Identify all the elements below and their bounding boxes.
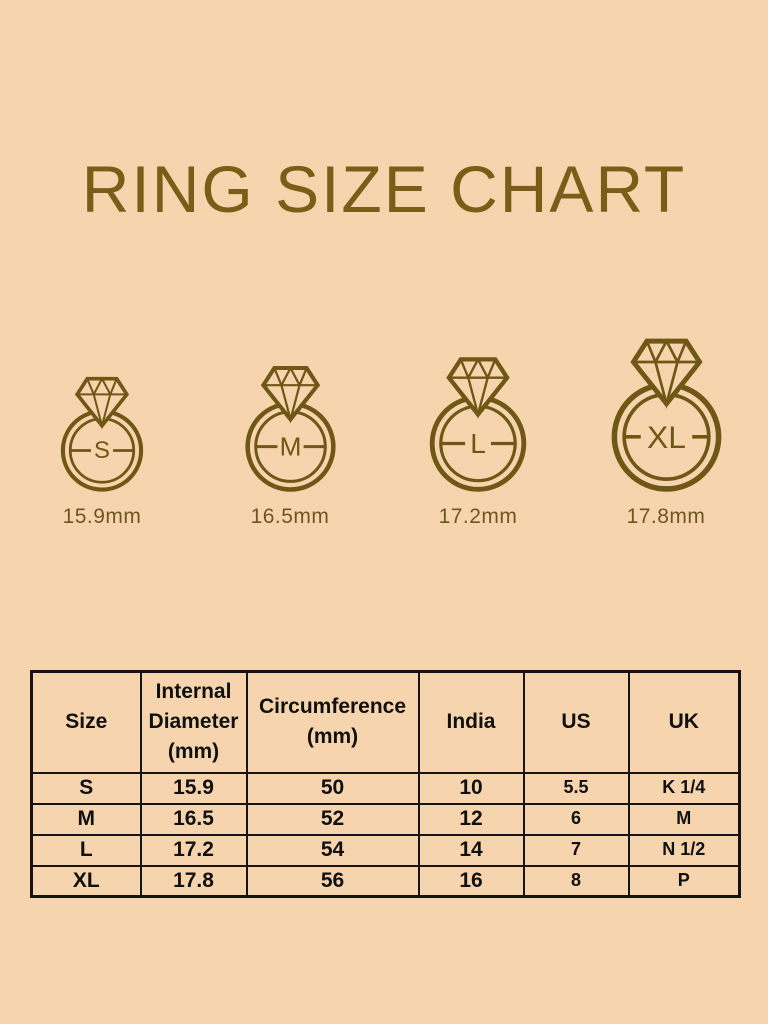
ring-icon-s: S [60, 376, 144, 492]
diamond-icon [74, 376, 130, 429]
cell-internal-diameter: 15.9 [139, 771, 248, 805]
ring-icon-m: M [244, 365, 336, 492]
cell-india: 12 [417, 802, 525, 836]
header-india: India [417, 670, 525, 774]
diamond-icon [260, 366, 320, 423]
ring-diameter-label: 17.8mm [626, 505, 706, 528]
header-circumference: Circumference (mm) [245, 670, 420, 774]
cell-circumference: 56 [245, 864, 420, 898]
cell-size: M [30, 802, 142, 836]
ring-icon-xl: XL [611, 338, 721, 492]
cell-internal-diameter: 16.5 [139, 802, 248, 836]
ring-icons-row: S 15.9mm M 16.5mm L [8, 0, 760, 529]
diamond-facets [448, 356, 508, 420]
cell-india: 10 [417, 771, 525, 805]
cell-size: L [30, 833, 142, 867]
cell-size: XL [30, 864, 142, 898]
table-row-xl: XL 17.8 56 16 8 P [30, 864, 741, 898]
ring-column-xl: XL 17.8mm [572, 335, 760, 529]
ring-size-letter: L [470, 428, 486, 459]
ring-diameter-label: 15.9mm [62, 505, 142, 528]
cell-us: 6 [522, 802, 630, 836]
table-row-m: M 16.5 52 12 6 M [30, 802, 741, 836]
header-size: Size [30, 670, 142, 774]
diamond-icon [629, 338, 703, 408]
ring-size-letter: M [279, 432, 301, 462]
cell-circumference: 54 [245, 833, 420, 867]
cell-circumference: 50 [245, 771, 420, 805]
diamond-facets [632, 338, 700, 409]
cell-india: 16 [417, 864, 525, 898]
cell-internal-diameter: 17.2 [139, 833, 248, 867]
table-row-l: L 17.2 54 14 7 N 1/2 [30, 833, 741, 867]
cell-uk: M [627, 802, 741, 836]
table-header-row: Size Internal Diameter (mm) Circumferenc… [30, 670, 741, 774]
cell-size: S [30, 771, 142, 805]
cell-india: 14 [417, 833, 525, 867]
ring-diameter-label: 16.5mm [250, 505, 330, 528]
header-internal-diameter: Internal Diameter (mm) [139, 670, 248, 774]
ring-icon-l: L [429, 356, 527, 492]
diamond-facets [262, 365, 318, 424]
cell-uk: K 1/4 [627, 771, 741, 805]
diamond-icon [446, 357, 510, 418]
page-title: RING SIZE CHART [81, 152, 687, 226]
cell-circumference: 52 [245, 802, 420, 836]
ring-size-letter: XL [647, 419, 686, 455]
table-row-s: S 15.9 50 10 5.5 K 1/4 [30, 771, 741, 805]
ring-size-table: Size Internal Diameter (mm) Circumferenc… [30, 670, 741, 898]
cell-us: 7 [522, 833, 630, 867]
cell-uk: P [627, 864, 741, 898]
ring-column-s: S 15.9mm [8, 374, 196, 529]
ring-diameter-label: 17.2mm [438, 505, 518, 528]
cell-uk: N 1/2 [627, 833, 741, 867]
cell-internal-diameter: 17.8 [139, 864, 248, 898]
cell-us: 5.5 [522, 771, 630, 805]
diamond-facets [77, 376, 127, 430]
header-uk: UK [627, 670, 741, 774]
ring-size-letter: S [94, 437, 110, 464]
ring-column-m: M 16.5mm [196, 363, 384, 529]
ring-column-l: L 17.2mm [384, 354, 572, 529]
cell-us: 8 [522, 864, 630, 898]
header-us: US [522, 670, 630, 774]
